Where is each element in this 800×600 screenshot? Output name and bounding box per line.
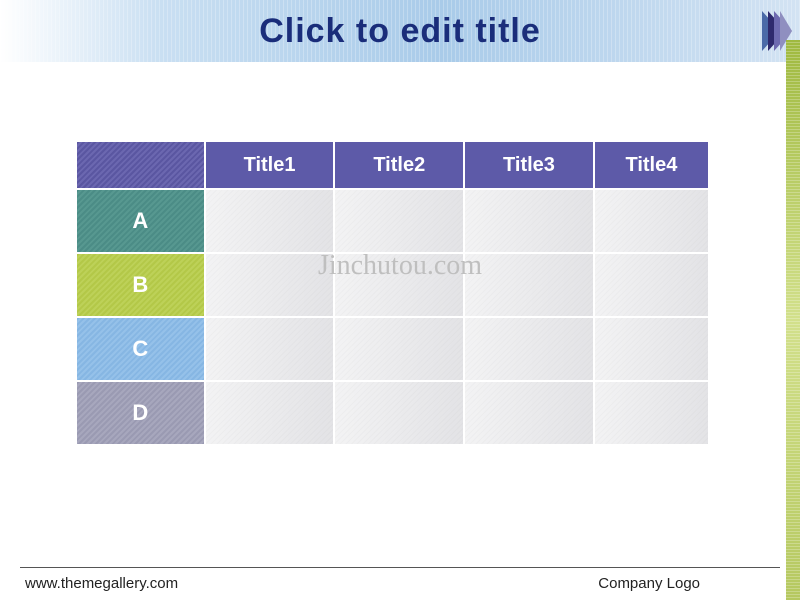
table-cell[interactable] [465,382,593,444]
row-header-label: A [77,190,204,252]
column-header[interactable]: Title1 [206,142,334,188]
table-cell[interactable] [465,254,593,316]
right-accent-strip [786,40,800,600]
table-cell[interactable] [335,318,463,380]
table-cell[interactable] [335,190,463,252]
cell-content [595,190,708,252]
cell-content [465,382,593,444]
table-cell[interactable] [335,254,463,316]
table-cell[interactable] [465,190,593,252]
row-header[interactable]: A [77,190,204,252]
table-corner-cell [77,142,204,188]
column-header[interactable]: Title4 [595,142,708,188]
table-row: C [77,318,708,380]
cell-content [206,254,334,316]
cell-content [335,382,463,444]
row-header-label: D [77,382,204,444]
table-cell[interactable] [465,318,593,380]
row-header-label: C [77,318,204,380]
footer-url: www.themegallery.com [25,575,178,592]
footer-logo-text: Company Logo [598,575,700,592]
cell-content [595,254,708,316]
cell-content [595,382,708,444]
table-cell[interactable] [206,254,334,316]
table-row: B [77,254,708,316]
cell-content [465,190,593,252]
cell-content [206,318,334,380]
column-header[interactable]: Title2 [335,142,463,188]
footer-divider [20,567,780,568]
table-cell[interactable] [595,318,708,380]
table-cell[interactable] [206,382,334,444]
content-table: Title1 Title2 Title3 Title4 A B C [75,140,710,446]
table-row: A [77,190,708,252]
cell-content [465,254,593,316]
table-cell[interactable] [206,190,334,252]
row-header[interactable]: D [77,382,204,444]
table-cell[interactable] [206,318,334,380]
row-header[interactable]: B [77,254,204,316]
page-title[interactable]: Click to edit title [0,12,800,51]
cell-content [206,382,334,444]
table-cell[interactable] [335,382,463,444]
table-cell[interactable] [595,382,708,444]
cell-content [206,190,334,252]
table-header-row: Title1 Title2 Title3 Title4 [77,142,708,188]
cell-content [465,318,593,380]
cell-content [335,254,463,316]
row-header-label: B [77,254,204,316]
table-cell[interactable] [595,190,708,252]
row-header[interactable]: C [77,318,204,380]
cell-content [335,318,463,380]
cell-content [335,190,463,252]
table-row: D [77,382,708,444]
cell-content [595,318,708,380]
column-header[interactable]: Title3 [465,142,593,188]
table-cell[interactable] [595,254,708,316]
